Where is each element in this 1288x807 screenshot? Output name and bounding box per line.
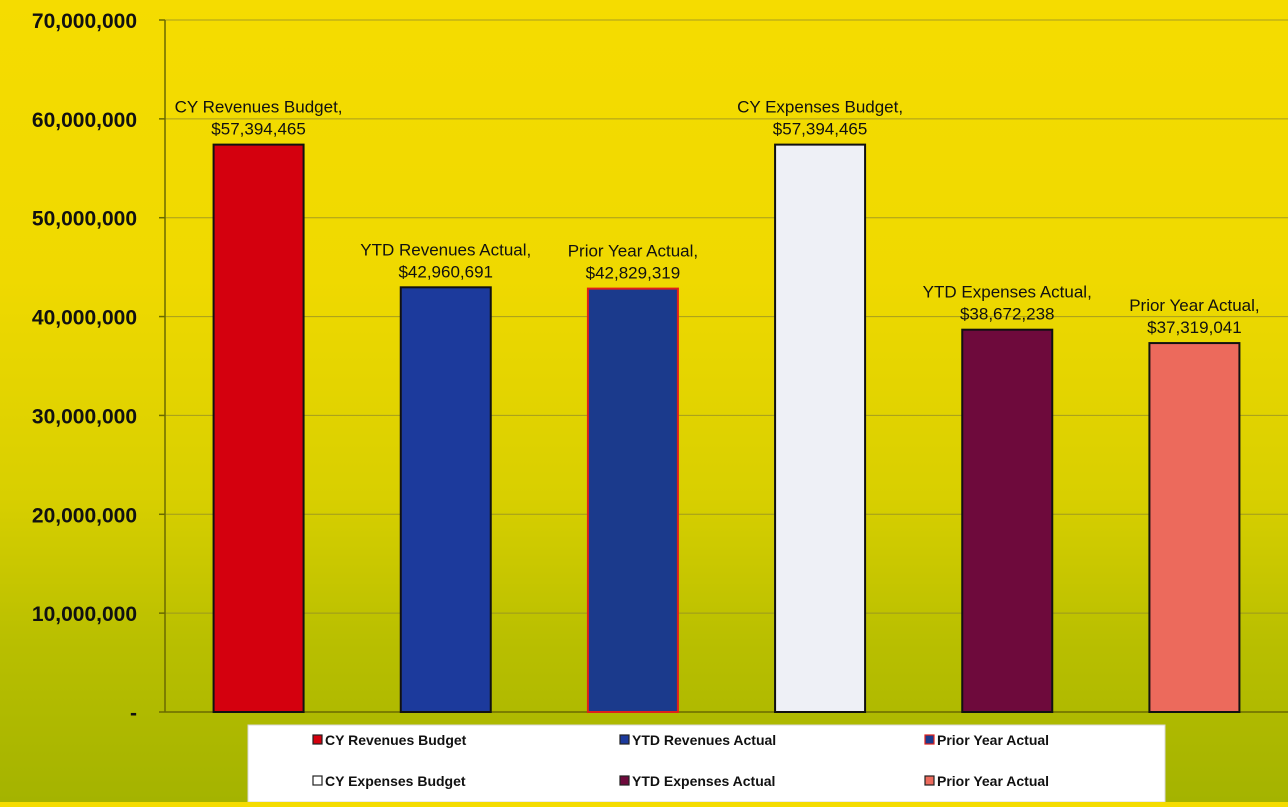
- legend-box: [247, 724, 1166, 803]
- legend-swatch: [312, 734, 323, 745]
- y-tick-label: 60,000,000: [32, 109, 137, 132]
- data-label-category: CY Revenues Budget,: [175, 98, 343, 117]
- bar: [774, 143, 867, 713]
- y-tick-label: 10,000,000: [32, 603, 137, 626]
- bar: [399, 286, 492, 713]
- data-label-category: Prior Year Actual,: [568, 242, 698, 261]
- data-label-value: $37,319,041: [1147, 318, 1242, 337]
- y-tick-label: 30,000,000: [32, 405, 137, 428]
- legend-label: Prior Year Actual: [937, 732, 1049, 748]
- bars: [212, 143, 1241, 713]
- legend-label: YTD Revenues Actual: [632, 732, 776, 748]
- data-label-value: $57,394,465: [773, 120, 868, 139]
- data-label-value: $42,829,319: [586, 264, 681, 283]
- y-tick-label: 20,000,000: [32, 504, 137, 527]
- bar: [212, 143, 305, 713]
- legend-swatch: [924, 775, 935, 786]
- legend-swatch: [312, 775, 323, 786]
- legend-label: YTD Expenses Actual: [632, 773, 775, 789]
- legend-label: CY Revenues Budget: [325, 732, 467, 748]
- y-tick-label: -: [130, 702, 137, 725]
- data-label-value: $38,672,238: [960, 305, 1055, 324]
- data-label-category: YTD Revenues Actual,: [360, 240, 531, 259]
- data-label-category: Prior Year Actual,: [1129, 296, 1259, 315]
- bar: [1148, 342, 1241, 713]
- y-axis: - 10,000,000 20,000,000 30,000,000 40,000,00…: [32, 10, 1288, 725]
- legend-swatch: [924, 734, 935, 745]
- gridlines: [165, 19, 1288, 614]
- legend-label: Prior Year Actual: [937, 773, 1049, 789]
- data-label-value: $42,960,691: [398, 262, 493, 281]
- data-label-value: $57,394,465: [211, 120, 306, 139]
- legend-swatch: [619, 734, 630, 745]
- bar: [586, 287, 679, 713]
- legend-swatch: [619, 775, 630, 786]
- y-tick-label: 50,000,000: [32, 208, 137, 231]
- y-tick-label: 40,000,000: [32, 307, 137, 330]
- data-label-category: YTD Expenses Actual,: [923, 283, 1092, 302]
- data-labels: CY Revenues Budget, $57,394,465 YTD Revenu…: [175, 98, 1260, 337]
- y-tick-label: 70,000,000: [32, 10, 137, 33]
- data-label-category: CY Expenses Budget,: [737, 98, 903, 117]
- legend-label: CY Expenses Budget: [325, 773, 466, 789]
- legend: CY Revenues Budget YTD Revenues Actual Pri…: [247, 724, 1166, 803]
- bar: [961, 328, 1054, 713]
